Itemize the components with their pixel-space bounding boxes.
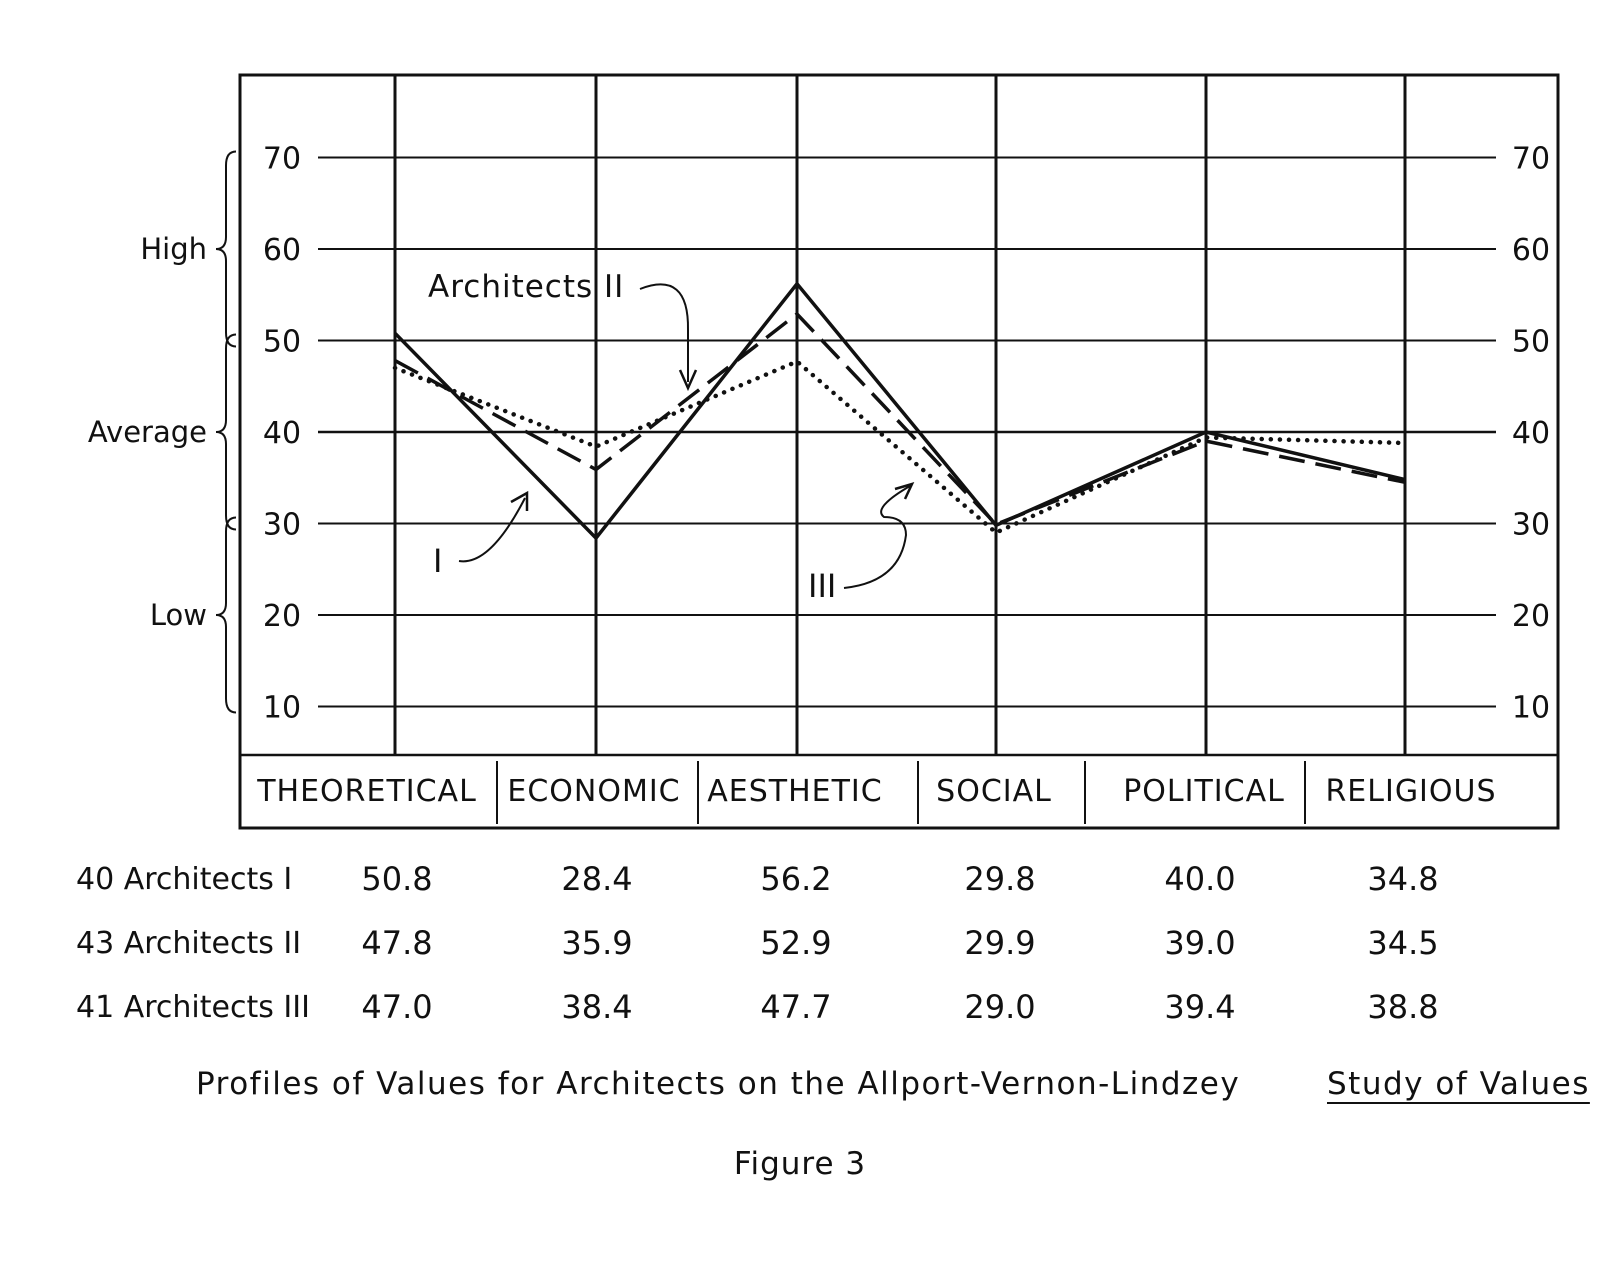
annotation-arrowhead-ii bbox=[678, 369, 698, 392]
band-brace-high bbox=[215, 150, 237, 348]
caption-underlined-title: Study of Values bbox=[1327, 1066, 1590, 1102]
y-tick-right-50: 50 bbox=[1512, 325, 1550, 360]
y-tick-left-60: 60 bbox=[263, 233, 301, 268]
category-label-theoretical: THEORETICAL bbox=[256, 774, 477, 809]
table-cell: 39.0 bbox=[1164, 924, 1236, 962]
annotation-architects-ii: Architects II bbox=[428, 269, 624, 305]
table-cell: 29.8 bbox=[964, 860, 1036, 898]
table-cell: 40.0 bbox=[1164, 860, 1236, 898]
category-label-religious: RELIGIOUS bbox=[1325, 774, 1496, 809]
y-tick-right-30: 30 bbox=[1512, 508, 1550, 543]
band-label-average: Average bbox=[88, 415, 207, 449]
y-tick-right-70: 70 bbox=[1512, 142, 1550, 177]
table-row-label: 41 Architects III bbox=[76, 990, 310, 1025]
category-label-social: SOCIAL bbox=[936, 774, 1052, 809]
table-cell: 47.8 bbox=[361, 924, 433, 962]
plot-frame bbox=[238, 73, 1560, 830]
figure-caption: Profiles of Values for Architects on the… bbox=[0, 1066, 1600, 1110]
table-row-label: 43 Architects II bbox=[76, 926, 302, 961]
band-label-high: High bbox=[140, 232, 207, 266]
table-row-label: 40 Architects I bbox=[76, 862, 293, 897]
figure-label: Figure 3 bbox=[733, 1146, 867, 1182]
table-cell: 29.9 bbox=[964, 924, 1036, 962]
table-cell: 47.0 bbox=[361, 988, 433, 1026]
y-tick-right-10: 10 bbox=[1512, 691, 1550, 726]
table-cell: 56.2 bbox=[760, 860, 832, 898]
table-cell: 38.4 bbox=[561, 988, 633, 1026]
table-cell: 34.5 bbox=[1367, 924, 1439, 962]
series-line-1 bbox=[393, 281, 1406, 541]
table-cell: 29.0 bbox=[964, 988, 1036, 1026]
table-cell: 50.8 bbox=[361, 860, 433, 898]
series-line-2 bbox=[394, 311, 1406, 527]
annotation-arrow-iii bbox=[843, 485, 911, 589]
y-tick-right-60: 60 bbox=[1512, 233, 1550, 268]
y-tick-left-10: 10 bbox=[263, 691, 301, 726]
table-cell: 28.4 bbox=[561, 860, 633, 898]
annotation-arrowhead-i bbox=[510, 490, 529, 511]
annotation-arrow-i bbox=[458, 497, 526, 563]
table-cell: 47.7 bbox=[760, 988, 832, 1026]
y-tick-right-40: 40 bbox=[1512, 416, 1550, 451]
y-tick-right-20: 20 bbox=[1512, 599, 1550, 634]
table-cell: 34.8 bbox=[1367, 860, 1439, 898]
table-cell: 38.8 bbox=[1367, 988, 1439, 1026]
annotation-i: I bbox=[433, 542, 442, 580]
y-tick-left-70: 70 bbox=[263, 142, 301, 177]
category-label-aesthetic: AESTHETIC bbox=[707, 774, 882, 809]
table-cell: 39.4 bbox=[1164, 988, 1236, 1026]
annotation-iii: III bbox=[808, 567, 836, 605]
series-line-3 bbox=[392, 358, 1408, 536]
y-tick-left-40: 40 bbox=[263, 416, 301, 451]
category-label-economic: ECONOMIC bbox=[507, 774, 680, 809]
y-tick-left-30: 30 bbox=[263, 508, 301, 543]
category-label-political: POLITICAL bbox=[1123, 774, 1285, 809]
annotation-arrowhead-iii bbox=[894, 482, 915, 500]
caption-main: Profiles of Values for Architects on the… bbox=[196, 1066, 1241, 1102]
y-tick-left-20: 20 bbox=[263, 599, 301, 634]
table-cell: 35.9 bbox=[561, 924, 633, 962]
table-cell: 52.9 bbox=[760, 924, 832, 962]
band-brace-average bbox=[215, 333, 237, 531]
band-label-low: Low bbox=[150, 598, 207, 632]
band-brace-low bbox=[215, 516, 237, 714]
y-tick-left-50: 50 bbox=[263, 325, 301, 360]
annotation-arrow-ii bbox=[639, 283, 690, 382]
